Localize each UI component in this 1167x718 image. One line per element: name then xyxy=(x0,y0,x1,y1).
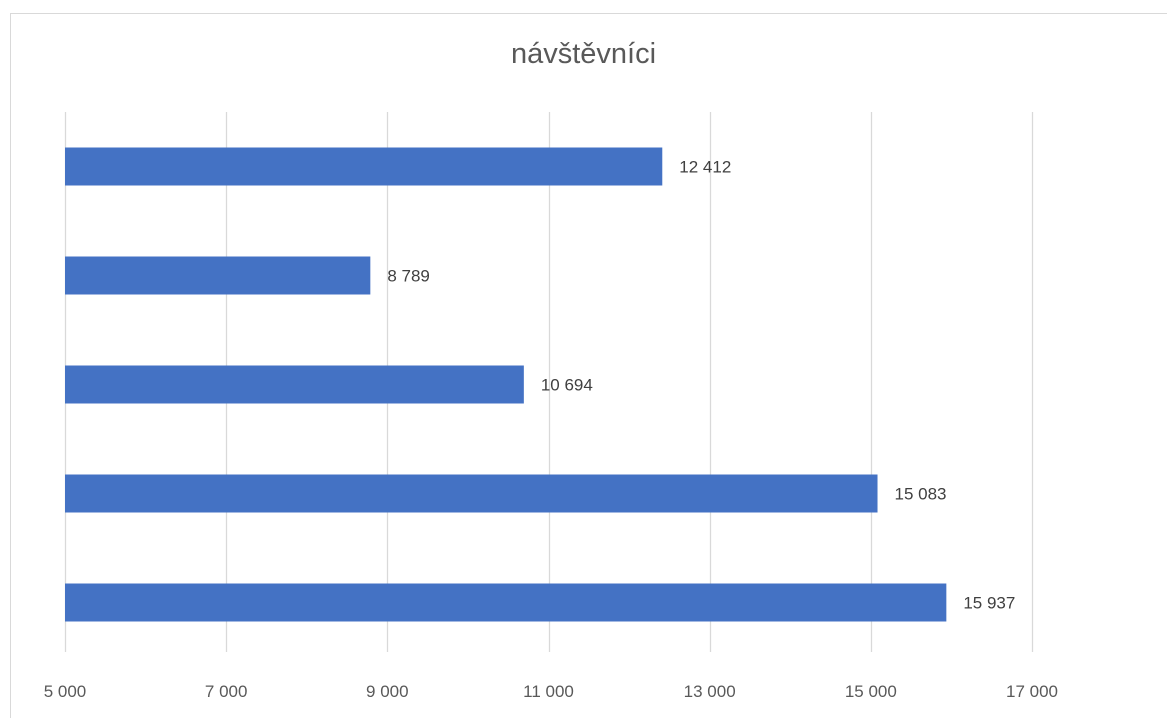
x-tick-label: 9 000 xyxy=(366,682,409,701)
bars xyxy=(65,147,947,622)
x-tick-label: 7 000 xyxy=(205,682,248,701)
x-tick-label: 11 000 xyxy=(523,682,574,701)
bar xyxy=(65,583,947,622)
x-tick-label: 13 000 xyxy=(684,682,736,701)
bar-value-label: 12 412 xyxy=(679,158,731,177)
bar-value-label: 15 083 xyxy=(895,485,947,504)
bar xyxy=(65,256,371,295)
x-axis-ticks: 5 000 7 000 9 000 11 000 13 000 15 000 17 000 xyxy=(44,682,1058,701)
data-labels: 12 412 8 789 10 694 15 083 15 937 xyxy=(387,158,1015,613)
x-tick-label: 15 000 xyxy=(845,682,897,701)
bar xyxy=(65,474,878,513)
bar-value-label: 10 694 xyxy=(541,376,593,395)
bar-value-label: 15 937 xyxy=(963,594,1015,613)
bar-value-label: 8 789 xyxy=(387,267,430,286)
bar xyxy=(65,365,524,404)
chart-frame xyxy=(10,13,1167,718)
bar xyxy=(65,147,663,186)
x-tick-label: 5 000 xyxy=(44,682,87,701)
chart-title: návštěvníci xyxy=(510,38,657,70)
x-tick-label: 17 000 xyxy=(1006,682,1058,701)
